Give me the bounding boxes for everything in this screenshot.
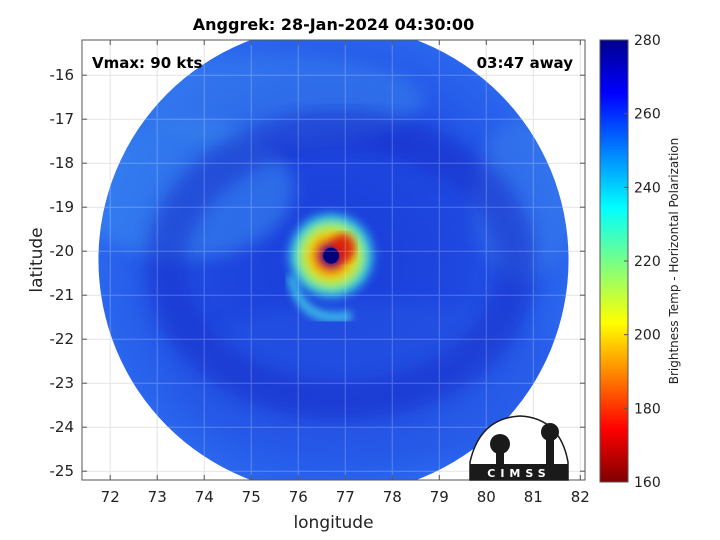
colorbar-tick-label: 260 bbox=[634, 107, 661, 123]
y-axis-label: latitude bbox=[27, 227, 47, 292]
colorbar-tick-label: 280 bbox=[634, 33, 661, 49]
colorbar-tick-label: 160 bbox=[634, 475, 661, 491]
microwave-swath bbox=[98, 40, 569, 480]
colorbar-label: Brightness Temp - Horizontal Polarizatio… bbox=[667, 138, 681, 385]
x-tick-label: 80 bbox=[477, 488, 496, 506]
x-tick-label: 75 bbox=[242, 488, 261, 506]
y-tick-label: -21 bbox=[50, 286, 75, 304]
cimss-logo: CIMSS bbox=[469, 415, 569, 481]
x-tick-label: 76 bbox=[289, 488, 308, 506]
colorbar-ticks: 280 260 240 220 200 180 160 bbox=[624, 33, 661, 491]
colorbar-tick-label: 180 bbox=[634, 401, 661, 417]
x-tick-label: 81 bbox=[524, 488, 543, 506]
y-tick-label: -18 bbox=[50, 154, 75, 172]
y-tick-label: -25 bbox=[50, 462, 75, 480]
storm-eye bbox=[323, 247, 340, 264]
logo-banner bbox=[470, 464, 568, 480]
swath-features bbox=[98, 55, 569, 460]
y-tick-label: -23 bbox=[50, 374, 75, 392]
colorbar-tick-label: 220 bbox=[634, 254, 661, 270]
x-tick-label: 82 bbox=[571, 488, 590, 506]
x-tick-label: 74 bbox=[195, 488, 214, 506]
vmax-annotation: Vmax: 90 kts bbox=[92, 54, 202, 72]
y-tick-label: -24 bbox=[50, 418, 75, 436]
x-axis-label: longitude bbox=[293, 513, 373, 533]
inner-band bbox=[146, 110, 537, 421]
logo-tower bbox=[541, 423, 559, 441]
y-tick-label: -19 bbox=[50, 198, 75, 216]
y-tick-label: -16 bbox=[50, 66, 75, 84]
x-tick-label: 73 bbox=[148, 488, 167, 506]
x-tick-label: 77 bbox=[336, 488, 355, 506]
logo-tower-stand bbox=[546, 440, 554, 464]
time-away-annotation: 03:47 away bbox=[477, 54, 574, 72]
x-tick-label: 79 bbox=[430, 488, 449, 506]
logo-dish-stand bbox=[496, 450, 504, 464]
x-tick-label: 72 bbox=[101, 488, 120, 506]
colorbar-tick-label: 200 bbox=[634, 328, 661, 344]
y-axis: -16 -17 -18 -19 -20 -21 -22 -23 -24 -25 bbox=[50, 66, 585, 480]
y-tick-label: -17 bbox=[50, 110, 75, 128]
y-tick-label: -22 bbox=[50, 330, 75, 348]
colorbar-tick-label: 240 bbox=[634, 180, 661, 196]
logo-text: CIMSS bbox=[487, 467, 550, 480]
colorbar bbox=[599, 39, 629, 483]
chart-title: Anggrek: 28-Jan-2024 04:30:00 bbox=[193, 15, 474, 34]
x-tick-label: 78 bbox=[383, 488, 402, 506]
y-tick-label: -20 bbox=[50, 242, 75, 260]
logo-dish bbox=[490, 434, 510, 454]
axes-frame bbox=[81, 39, 586, 481]
x-axis: 72 73 74 75 76 77 78 79 80 81 82 bbox=[101, 40, 590, 506]
